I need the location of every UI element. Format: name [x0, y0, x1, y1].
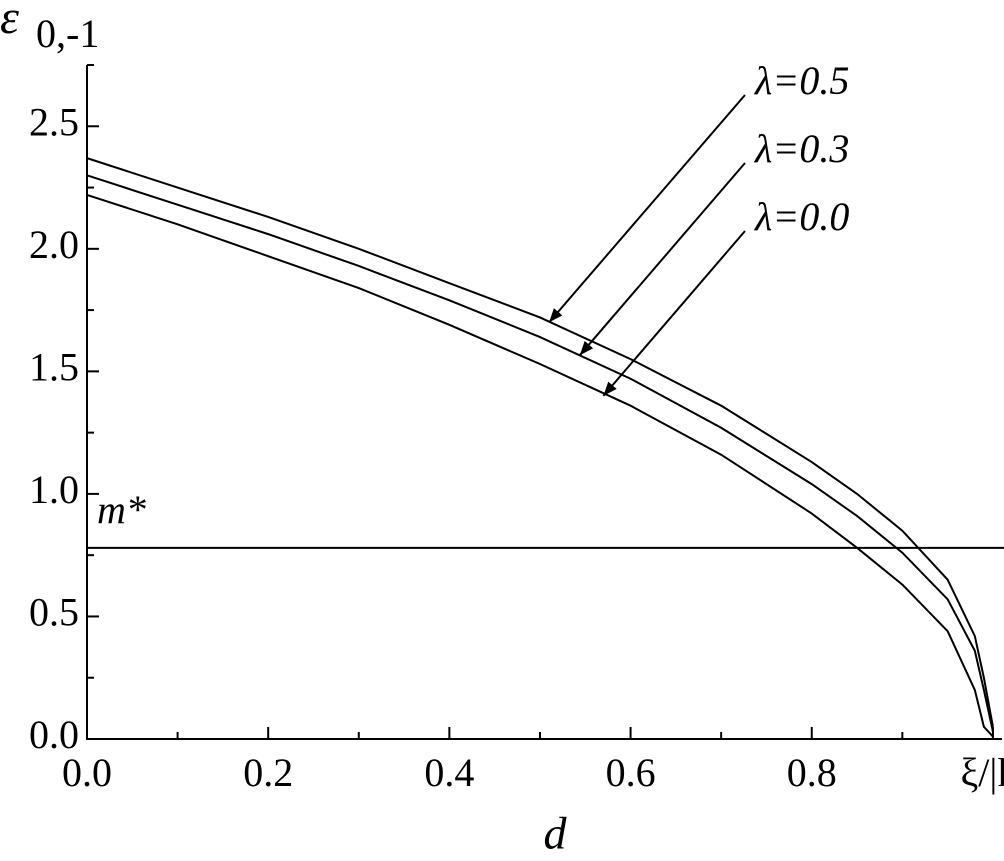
x-tick-label: ξ/|k| — [960, 750, 1004, 795]
x-tick-label: 0.4 — [424, 750, 474, 795]
annotation: λ=0.5 — [754, 58, 849, 103]
annotation-arrow — [548, 94, 746, 323]
y-label-sub: 0,-1 — [36, 11, 99, 56]
series-line — [86, 157, 994, 727]
x-tick-label: 0.2 — [243, 750, 293, 795]
y-tick-label: 0.0 — [29, 712, 79, 757]
annotation-arrow — [602, 230, 746, 397]
x-tick-label: 0.0 — [62, 750, 112, 795]
x-tick-label: 0.6 — [606, 750, 656, 795]
y-tick-label: 2.5 — [29, 99, 79, 144]
reference-label: m* — [97, 487, 146, 532]
y-tick-label: 1.5 — [29, 345, 79, 390]
x-tick-label: 0.8 — [787, 750, 837, 795]
x-label: d — [544, 808, 568, 859]
axes — [86, 65, 1002, 740]
y-tick-label: 1.0 — [29, 467, 79, 512]
y-tick-label: 2.0 — [29, 222, 79, 267]
y-tick-label: 0.5 — [29, 590, 79, 635]
series-line — [86, 193, 994, 738]
y-label: ε — [0, 0, 19, 44]
annotation-arrow — [579, 162, 746, 356]
annotation: λ=0.3 — [754, 126, 849, 171]
annotation: λ=0.0 — [754, 194, 849, 239]
series-line — [86, 174, 994, 732]
